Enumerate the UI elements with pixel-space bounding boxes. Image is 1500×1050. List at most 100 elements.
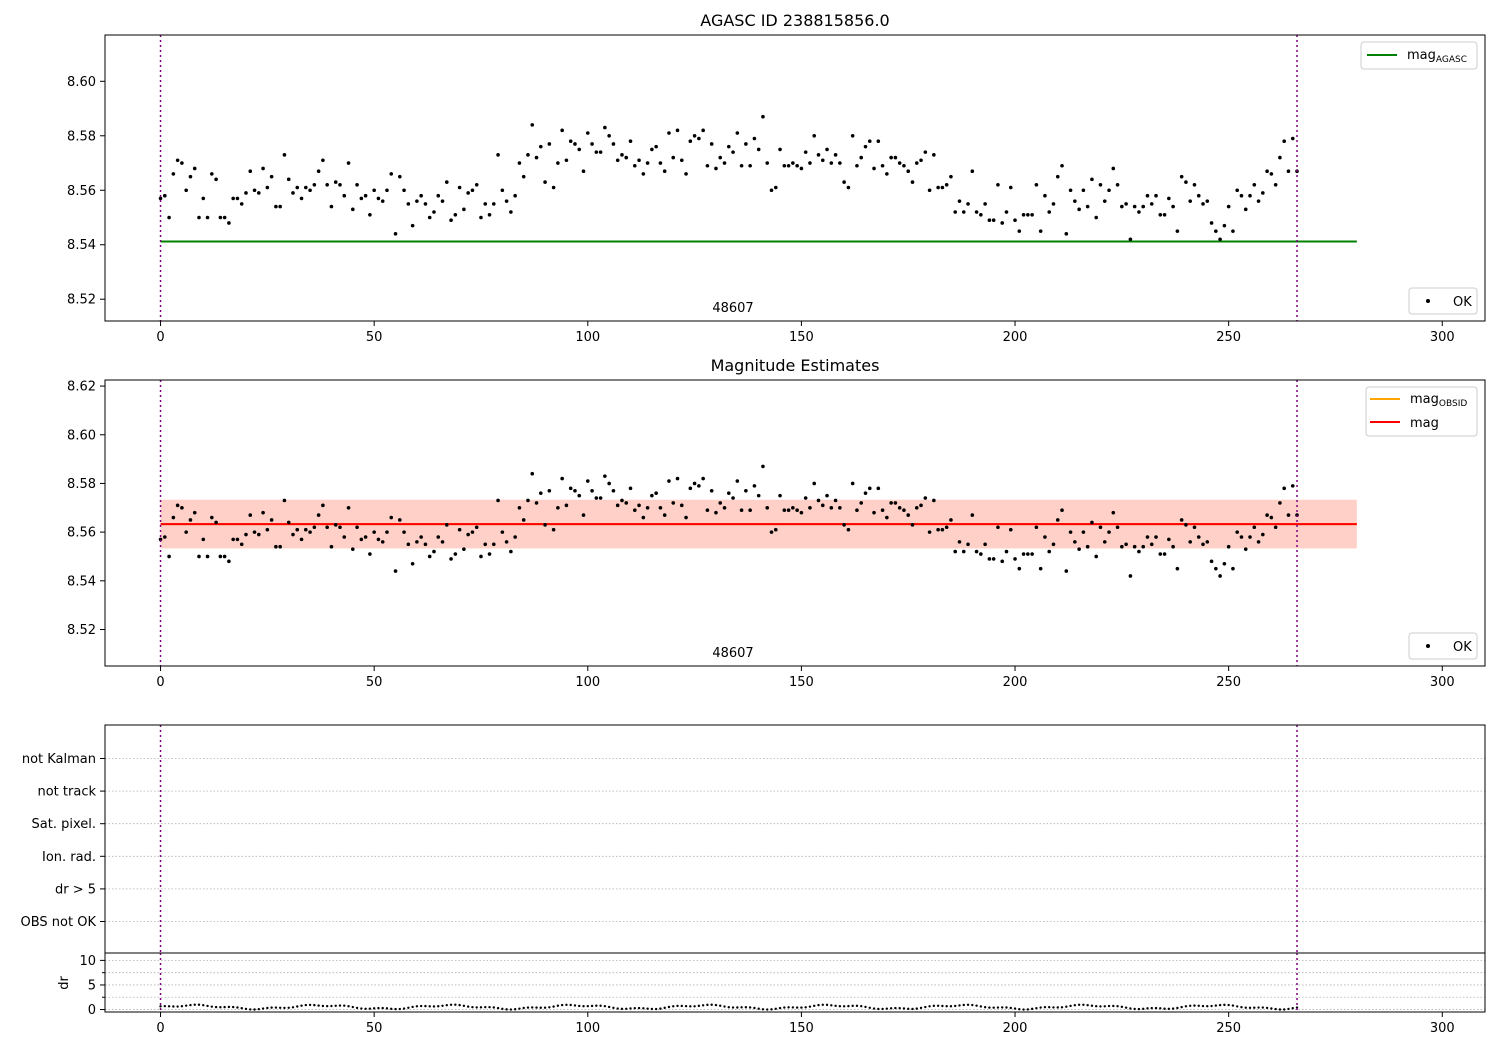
panel2-data-point (701, 476, 705, 481)
panel1-data-point (380, 199, 385, 203)
panel4-dr-point (569, 1003, 572, 1007)
panel4-dr-point (390, 1007, 393, 1011)
panel1-data-point (1273, 183, 1278, 187)
panel4-dr-point (462, 1004, 466, 1008)
panel1-data-point (483, 202, 488, 206)
panel4-dr-point (684, 1004, 688, 1008)
panel1-data-point (825, 147, 829, 152)
panel4-dr-point (949, 1005, 953, 1008)
panel4-dr-point (885, 1007, 889, 1010)
panel2-legend-points: OK (1408, 632, 1478, 660)
panel1-legend-magnitude: magAGASC (1360, 41, 1478, 70)
panel2-data-point (1282, 486, 1286, 491)
panel4-dr-point (304, 1003, 308, 1007)
panel4-dr-point (484, 1005, 487, 1009)
panel1-ytick-label: 8.52 (67, 293, 96, 308)
panel1-data-point (282, 153, 287, 157)
panel2-data-point (953, 549, 958, 554)
panel1-data-point (705, 163, 710, 168)
panel2-data-point (718, 501, 723, 505)
panel4-dr-point (257, 1007, 261, 1011)
panel4-dr-point (1287, 1007, 1290, 1011)
panel2-xtick-label: 250 (1216, 675, 1241, 690)
panel1-data-point (820, 158, 825, 163)
panel4-dr-point (1013, 1007, 1017, 1010)
panel2-data-point (1171, 544, 1175, 549)
panel1-data-point (175, 158, 180, 163)
panel2-data-point (363, 535, 368, 539)
panel4-dr-point (343, 1004, 346, 1007)
panel4-dr-point (1124, 1006, 1128, 1009)
panel2-data-point (308, 530, 312, 534)
panel1-data-point (269, 174, 274, 179)
panel1-data-point (1064, 232, 1069, 236)
panel1-data-point (1261, 191, 1265, 195)
panel4-dr-point (253, 1008, 256, 1011)
panel2-data-point (1269, 515, 1274, 520)
panel1-xtick-label: 250 (1216, 330, 1241, 345)
panel1-data-point (218, 215, 223, 220)
panel2-data-point (278, 544, 282, 549)
panel2-data-point (227, 559, 231, 564)
panel1-data-point (957, 199, 962, 203)
panel1-data-point (1030, 212, 1034, 217)
panel1-data-point (688, 139, 693, 144)
panel4-dr-point (1056, 1006, 1059, 1009)
panel1-data-point (530, 123, 535, 127)
panel4-dr-point (966, 1003, 970, 1006)
panel2-data-point (765, 505, 770, 510)
panel1-data-point (671, 155, 676, 160)
panel4-dr-point (881, 1007, 884, 1011)
panel2-data-point (427, 554, 432, 559)
panel1-data-point (1201, 202, 1205, 206)
panel4-dr-point (1069, 1004, 1072, 1008)
panel4-dr-point (586, 1004, 589, 1008)
panel1-data-point (1051, 202, 1056, 206)
panel4-dr-point (714, 1003, 718, 1007)
panel1-data-point (410, 223, 415, 228)
panel1-data-point (684, 172, 688, 176)
panel2-data-point (667, 479, 671, 483)
panel2-data-point (479, 554, 483, 559)
panel4-dr-point (693, 1005, 696, 1008)
panel2-data-point (517, 505, 522, 510)
panel4-dr-point (817, 1003, 820, 1007)
panel2-data-point (261, 510, 265, 515)
panel4-dr-point (1197, 1004, 1200, 1008)
panel2-data-point (987, 557, 992, 561)
panel1-data-point (611, 142, 616, 146)
panel1-data-point (620, 153, 624, 157)
panel2-data-point (671, 501, 676, 505)
panel1-data-point (594, 150, 599, 154)
panel2-data-point (1141, 544, 1146, 549)
panel2-data-point (534, 501, 539, 505)
panel2-data-point (338, 525, 342, 530)
panel1-data-point (1192, 183, 1197, 187)
panel1-data-point (1231, 229, 1235, 233)
panel1-data-point (1196, 193, 1201, 198)
panel2-data-point (474, 525, 479, 530)
panel1-data-point (1111, 166, 1116, 171)
panel2-data-point (658, 505, 663, 510)
panel2-data-point (650, 493, 654, 498)
panel4-dr-point (1214, 1004, 1218, 1007)
panel2-data-point (1235, 530, 1239, 534)
panel1-data-point (1235, 188, 1239, 193)
panel4-dr-point (667, 1005, 671, 1009)
panel2-data-point (624, 501, 629, 505)
panel4-dr-point (971, 1003, 974, 1007)
panel4-dr-point (654, 1007, 658, 1011)
panel4-dr-point (642, 1007, 645, 1010)
panel1-data-point (769, 188, 774, 193)
panel3-category-label: Ion. rad. (42, 850, 96, 865)
panel2-data-point (645, 505, 650, 510)
panel4-dr-point (368, 1007, 372, 1010)
panel2-data-point (1008, 527, 1013, 532)
panel2-data-point (466, 532, 470, 537)
panel4-dr-point (1163, 1007, 1166, 1010)
panel2-data-point (359, 537, 364, 542)
panel1-data-point (932, 153, 936, 157)
panel4-dr-point (992, 1006, 995, 1009)
panel4-dr-point (958, 1004, 961, 1007)
panel2-data-point (316, 513, 321, 517)
